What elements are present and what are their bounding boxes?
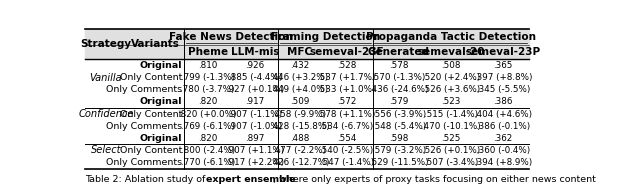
Text: .570 (-1.3%): .570 (-1.3%) bbox=[371, 73, 426, 82]
Text: .386 (-0.1%): .386 (-0.1%) bbox=[476, 122, 530, 131]
Text: .820: .820 bbox=[198, 97, 218, 106]
Text: .509: .509 bbox=[290, 97, 309, 106]
Text: semeval-23P: semeval-23P bbox=[465, 48, 540, 57]
Text: .897: .897 bbox=[245, 134, 264, 143]
Text: Confidence: Confidence bbox=[78, 109, 134, 119]
Text: .810: .810 bbox=[198, 61, 218, 70]
Text: semeval-20: semeval-20 bbox=[417, 48, 484, 57]
Text: Select: Select bbox=[91, 146, 122, 155]
Text: .780 (-3.7%): .780 (-3.7%) bbox=[180, 85, 235, 94]
Text: .523: .523 bbox=[441, 97, 460, 106]
Text: semeval-23F: semeval-23F bbox=[309, 48, 384, 57]
Text: .885 (-4.4%): .885 (-4.4%) bbox=[228, 73, 282, 82]
Text: .917: .917 bbox=[245, 97, 264, 106]
Text: .534 (-6.7%): .534 (-6.7%) bbox=[319, 122, 374, 131]
Text: .526 (+0.1%): .526 (+0.1%) bbox=[422, 146, 480, 155]
Text: Fake News Detection: Fake News Detection bbox=[170, 32, 293, 42]
Text: .488: .488 bbox=[290, 134, 309, 143]
Text: Framing Detection: Framing Detection bbox=[271, 32, 380, 42]
Text: .578 (+1.1%): .578 (+1.1%) bbox=[317, 109, 376, 119]
Text: .508: .508 bbox=[441, 61, 461, 70]
Text: .515 (-1.4%): .515 (-1.4%) bbox=[424, 109, 478, 119]
Text: .449 (+4.0%): .449 (+4.0%) bbox=[271, 85, 328, 94]
Text: Only Content: Only Content bbox=[120, 109, 182, 119]
Text: .477 (-2.2%): .477 (-2.2%) bbox=[273, 146, 326, 155]
Text: .547 (-1.4%): .547 (-1.4%) bbox=[319, 158, 374, 167]
Text: .548 (-5.4%): .548 (-5.4%) bbox=[372, 122, 426, 131]
Text: Only Comments: Only Comments bbox=[106, 158, 182, 167]
Text: .525: .525 bbox=[441, 134, 460, 143]
Text: .528: .528 bbox=[337, 61, 356, 70]
Text: .428 (-15.8%): .428 (-15.8%) bbox=[269, 122, 330, 131]
Text: .917 (+2.2%): .917 (+2.2%) bbox=[226, 158, 284, 167]
Text: .362: .362 bbox=[493, 134, 513, 143]
Text: .770 (-6.1%): .770 (-6.1%) bbox=[180, 158, 235, 167]
Text: .458 (-9.9%): .458 (-9.9%) bbox=[273, 109, 326, 119]
Text: .907 (-1.1%): .907 (-1.1%) bbox=[228, 109, 282, 119]
Text: .578: .578 bbox=[389, 61, 408, 70]
Text: Generated: Generated bbox=[368, 48, 429, 57]
Text: .404 (+4.6%): .404 (+4.6%) bbox=[474, 109, 532, 119]
Text: Original: Original bbox=[140, 61, 182, 70]
Text: Only Comments: Only Comments bbox=[106, 122, 182, 131]
Text: Only Content: Only Content bbox=[120, 146, 182, 155]
Text: .907 (-1.0%): .907 (-1.0%) bbox=[228, 122, 282, 131]
Text: .554: .554 bbox=[337, 134, 356, 143]
Text: LLM-mis: LLM-mis bbox=[230, 48, 279, 57]
Text: .446 (+3.2%): .446 (+3.2%) bbox=[271, 73, 328, 82]
Text: .365: .365 bbox=[493, 61, 513, 70]
Text: Propaganda Tactic Detection: Propaganda Tactic Detection bbox=[366, 32, 536, 42]
Text: Strategy: Strategy bbox=[81, 39, 132, 49]
Text: .394 (+8.9%): .394 (+8.9%) bbox=[474, 158, 532, 167]
Text: Original: Original bbox=[140, 97, 182, 106]
Text: .926: .926 bbox=[245, 61, 264, 70]
Text: .520 (+2.4%): .520 (+2.4%) bbox=[422, 73, 480, 82]
Text: .598: .598 bbox=[389, 134, 408, 143]
Text: Only Comments: Only Comments bbox=[106, 85, 182, 94]
Text: .907 (+1.1%): .907 (+1.1%) bbox=[226, 146, 284, 155]
Text: .579 (-3.2%): .579 (-3.2%) bbox=[372, 146, 426, 155]
Text: Vanilla: Vanilla bbox=[90, 73, 122, 83]
Text: .537 (+1.7%): .537 (+1.7%) bbox=[317, 73, 376, 82]
Text: .345 (-5.5%): .345 (-5.5%) bbox=[476, 85, 530, 94]
Text: .432: .432 bbox=[290, 61, 309, 70]
Text: Pheme: Pheme bbox=[188, 48, 228, 57]
Text: .529 (-11.5%): .529 (-11.5%) bbox=[369, 158, 429, 167]
Text: .397 (+8.8%): .397 (+8.8%) bbox=[474, 73, 532, 82]
Text: Only Content: Only Content bbox=[120, 73, 182, 82]
Text: .820: .820 bbox=[198, 134, 218, 143]
Text: .526 (+3.6%): .526 (+3.6%) bbox=[422, 85, 480, 94]
Text: .360 (-0.4%): .360 (-0.4%) bbox=[476, 146, 530, 155]
Text: Original: Original bbox=[140, 134, 182, 143]
Text: .426 (-12.7%): .426 (-12.7%) bbox=[269, 158, 329, 167]
Text: .540 (-2.5%): .540 (-2.5%) bbox=[319, 146, 374, 155]
Text: .386: .386 bbox=[493, 97, 513, 106]
Text: .533 (+1.0%): .533 (+1.0%) bbox=[317, 85, 376, 94]
Text: .507 (-3.4%): .507 (-3.4%) bbox=[424, 158, 478, 167]
Text: .769 (-6.1%): .769 (-6.1%) bbox=[180, 122, 235, 131]
Text: .820 (+0.0%): .820 (+0.0%) bbox=[179, 109, 237, 119]
Text: .470 (-10.1%): .470 (-10.1%) bbox=[421, 122, 481, 131]
Text: expert ensemble: expert ensemble bbox=[207, 174, 296, 184]
Text: Variants: Variants bbox=[131, 39, 180, 49]
Text: .579: .579 bbox=[389, 97, 408, 106]
Text: Table 2: Ablation study of: Table 2: Ablation study of bbox=[85, 174, 209, 184]
Text: .799 (-1.3%): .799 (-1.3%) bbox=[180, 73, 235, 82]
Text: .556 (-3.9%): .556 (-3.9%) bbox=[372, 109, 426, 119]
Text: MFC: MFC bbox=[287, 48, 312, 57]
Text: .436 (-24.6%): .436 (-24.6%) bbox=[369, 85, 428, 94]
Bar bbox=[85, 29, 529, 59]
Text: , where only experts of proxy tasks focusing on either news content: , where only experts of proxy tasks focu… bbox=[273, 174, 596, 184]
Text: .572: .572 bbox=[337, 97, 356, 106]
Text: .927 (+0.1%): .927 (+0.1%) bbox=[226, 85, 284, 94]
Text: .800 (-2.4%): .800 (-2.4%) bbox=[180, 146, 235, 155]
